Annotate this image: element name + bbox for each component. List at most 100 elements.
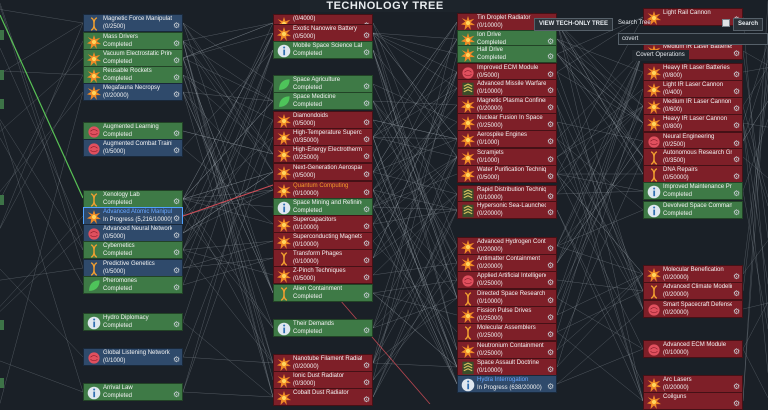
gear-icon[interactable]: ⚙ bbox=[547, 313, 555, 322]
gear-icon[interactable]: ⚙ bbox=[363, 31, 371, 40]
gear-icon[interactable]: ⚙ bbox=[363, 395, 371, 404]
gear-icon[interactable]: ⚙ bbox=[173, 90, 181, 99]
tech-node[interactable]: Autonomous Research Groups (0/3500) ⚙ bbox=[643, 148, 743, 166]
gear-icon[interactable]: ⚙ bbox=[363, 361, 371, 370]
offscreen-node-stub[interactable] bbox=[0, 99, 4, 109]
gear-icon[interactable]: ⚙ bbox=[363, 378, 371, 387]
tech-node[interactable]: Megafauna Necropsy (0/20000) ⚙ bbox=[83, 83, 183, 101]
gear-icon[interactable]: ⚙ bbox=[547, 365, 555, 374]
tech-node[interactable]: Ionic Dust Radiator (0/3000) ⚙ bbox=[273, 371, 373, 389]
tech-node[interactable]: Medium IR Laser Cannon (0/600) ⚙ bbox=[643, 97, 743, 115]
gear-icon[interactable]: ⚙ bbox=[363, 99, 371, 108]
gear-icon[interactable]: ⚙ bbox=[547, 155, 555, 164]
tech-node[interactable]: Augmented Combat Training (0/5000) ⚙ bbox=[83, 139, 183, 157]
gear-icon[interactable]: ⚙ bbox=[733, 347, 741, 356]
tech-node[interactable]: Coilguns ⚙ bbox=[643, 392, 743, 410]
gear-icon[interactable]: ⚙ bbox=[173, 266, 181, 275]
offscreen-node-stub[interactable] bbox=[0, 195, 4, 205]
offscreen-node-stub[interactable] bbox=[0, 320, 4, 330]
tech-node[interactable]: Aerospike Engines (0/1000) ⚙ bbox=[457, 130, 557, 148]
gear-icon[interactable]: ⚙ bbox=[363, 170, 371, 179]
tech-node[interactable]: Augmented Learning Completed ⚙ bbox=[83, 122, 183, 140]
gear-icon[interactable]: ⚙ bbox=[173, 283, 181, 292]
gear-icon[interactable]: ⚙ bbox=[363, 256, 371, 265]
gear-icon[interactable]: ⚙ bbox=[547, 37, 555, 46]
gear-icon[interactable]: ⚙ bbox=[173, 320, 181, 329]
tech-node[interactable]: Magnetic Plasma Confinement (0/20000) ⚙ bbox=[457, 96, 557, 114]
gear-icon[interactable]: ⚙ bbox=[733, 399, 741, 408]
gear-icon[interactable]: ⚙ bbox=[733, 70, 741, 79]
gear-icon[interactable]: ⚙ bbox=[733, 172, 741, 181]
gear-icon[interactable]: ⚙ bbox=[547, 330, 555, 339]
tech-node[interactable]: Predictive Genetics (0/5000) ⚙ bbox=[83, 259, 183, 277]
gear-icon[interactable]: ⚙ bbox=[173, 355, 181, 364]
gear-icon[interactable]: ⚙ bbox=[547, 103, 555, 112]
tech-node[interactable]: Antimatter Containment (0/20000) ⚙ bbox=[457, 254, 557, 272]
gear-icon[interactable]: ⚙ bbox=[547, 382, 555, 391]
gear-icon[interactable]: ⚙ bbox=[547, 172, 555, 181]
offscreen-node-stub[interactable] bbox=[0, 70, 4, 80]
tech-node[interactable]: Neutronium Containment (0/25000) ⚙ bbox=[457, 341, 557, 359]
tech-node[interactable]: Water Purification Techniques (0/5000) ⚙ bbox=[457, 165, 557, 183]
tech-node[interactable]: Scramjets (0/1000) ⚙ bbox=[457, 148, 557, 166]
gear-icon[interactable]: ⚙ bbox=[733, 289, 741, 298]
gear-icon[interactable]: ⚙ bbox=[173, 231, 181, 240]
tech-node[interactable]: Magnetic Force Manipulation (0/2500) ⚙ bbox=[83, 14, 183, 32]
gear-icon[interactable]: ⚙ bbox=[547, 296, 555, 305]
gear-icon[interactable]: ⚙ bbox=[733, 307, 741, 316]
tech-node[interactable]: Transform Phages (0/10000) ⚙ bbox=[273, 249, 373, 267]
gear-icon[interactable]: ⚙ bbox=[733, 104, 741, 113]
tech-node[interactable]: Improved Maintenance Procedures Completed… bbox=[643, 182, 743, 200]
tech-node[interactable]: Rapid Distribution Techniques (0/10000) ⚙ bbox=[457, 185, 557, 203]
gear-icon[interactable]: ⚙ bbox=[363, 48, 371, 57]
tech-node[interactable]: Pheromones Completed ⚙ bbox=[83, 276, 183, 294]
tech-node[interactable]: Next-Generation Aerospace (0/5000) ⚙ bbox=[273, 163, 373, 181]
offscreen-node-stub[interactable] bbox=[0, 378, 4, 388]
tech-node[interactable]: Arrival Law Completed ⚙ bbox=[83, 383, 183, 401]
tech-node[interactable]: Space Mining and Refining Completed ⚙ bbox=[273, 198, 373, 216]
tech-node[interactable]: Exotic Nanowire Battery (0/5000) ⚙ bbox=[273, 24, 373, 42]
tech-node[interactable]: Hydro Diplomacy Completed ⚙ bbox=[83, 313, 183, 331]
tech-node[interactable]: Their Demands Completed ⚙ bbox=[273, 319, 373, 337]
gear-icon[interactable]: ⚙ bbox=[733, 87, 741, 96]
tech-node[interactable]: Xenology Lab Completed ⚙ bbox=[83, 190, 183, 208]
tech-node[interactable]: Space Medicine Completed ⚙ bbox=[273, 92, 373, 110]
tech-node[interactable]: Advanced Missile Warfare Doctrine (0/1000… bbox=[457, 79, 557, 97]
gear-icon[interactable]: ⚙ bbox=[173, 390, 181, 399]
search-input[interactable]: covert bbox=[618, 33, 768, 45]
tech-node[interactable]: Devolved Space Command Completed ⚙ bbox=[643, 201, 743, 219]
tech-node[interactable]: Fission Pulse Drives (0/25000) ⚙ bbox=[457, 306, 557, 324]
gear-icon[interactable]: ⚙ bbox=[363, 326, 371, 335]
tech-node[interactable]: Nuclear Fusion In Space (0/25000) ⚙ bbox=[457, 113, 557, 131]
gear-icon[interactable]: ⚙ bbox=[363, 188, 371, 197]
tech-node[interactable]: Cybernetics Completed ⚙ bbox=[83, 241, 183, 259]
gear-icon[interactable]: ⚙ bbox=[173, 129, 181, 138]
gear-icon[interactable]: ⚙ bbox=[363, 239, 371, 248]
tech-node[interactable]: Light IR Laser Cannon (0/400) ⚙ bbox=[643, 80, 743, 98]
gear-icon[interactable]: ⚙ bbox=[363, 118, 371, 127]
gear-icon[interactable]: ⚙ bbox=[733, 121, 741, 130]
tech-node[interactable]: Mobile Space Science Lab Completed ⚙ bbox=[273, 41, 373, 59]
gear-icon[interactable]: ⚙ bbox=[733, 208, 741, 217]
gear-icon[interactable]: ⚙ bbox=[547, 192, 555, 201]
gear-icon[interactable]: ⚙ bbox=[173, 248, 181, 257]
gear-icon[interactable]: ⚙ bbox=[363, 291, 371, 300]
gear-icon[interactable]: ⚙ bbox=[733, 139, 741, 148]
tech-node[interactable]: Advanced Neural Networks (0/5000) ⚙ bbox=[83, 224, 183, 242]
search-button[interactable]: Search bbox=[733, 18, 764, 31]
tech-node[interactable]: Hall Drive Completed ⚙ bbox=[457, 45, 557, 63]
gear-icon[interactable]: ⚙ bbox=[363, 152, 371, 161]
tech-node[interactable]: Quantum Computing (0/10000) ⚙ bbox=[273, 181, 373, 199]
offscreen-node-stub[interactable] bbox=[0, 30, 4, 40]
tech-node[interactable]: Heavy IR Laser Cannon (0/800) ⚙ bbox=[643, 114, 743, 132]
view-tech-only-tree-button[interactable]: VIEW TECH-ONLY TREE bbox=[534, 18, 614, 31]
search-result-item[interactable]: Covert Operations bbox=[632, 50, 689, 61]
gear-icon[interactable]: ⚙ bbox=[547, 278, 555, 287]
gear-icon[interactable]: ⚙ bbox=[733, 49, 741, 58]
gear-icon[interactable]: ⚙ bbox=[733, 272, 741, 281]
gear-icon[interactable]: ⚙ bbox=[733, 189, 741, 198]
tech-node[interactable]: Advanced Hydrogen Containment (0/20000) ⚙ bbox=[457, 237, 557, 255]
tech-node[interactable]: Advanced Climate Modeling (0/20000) ⚙ bbox=[643, 282, 743, 300]
gear-icon[interactable]: ⚙ bbox=[363, 205, 371, 214]
tech-node[interactable]: Advanced Atomic Manipulation In Progress … bbox=[83, 207, 183, 225]
